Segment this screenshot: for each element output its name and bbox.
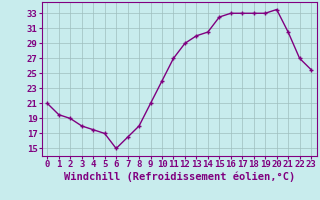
X-axis label: Windchill (Refroidissement éolien,°C): Windchill (Refroidissement éolien,°C) (64, 172, 295, 182)
